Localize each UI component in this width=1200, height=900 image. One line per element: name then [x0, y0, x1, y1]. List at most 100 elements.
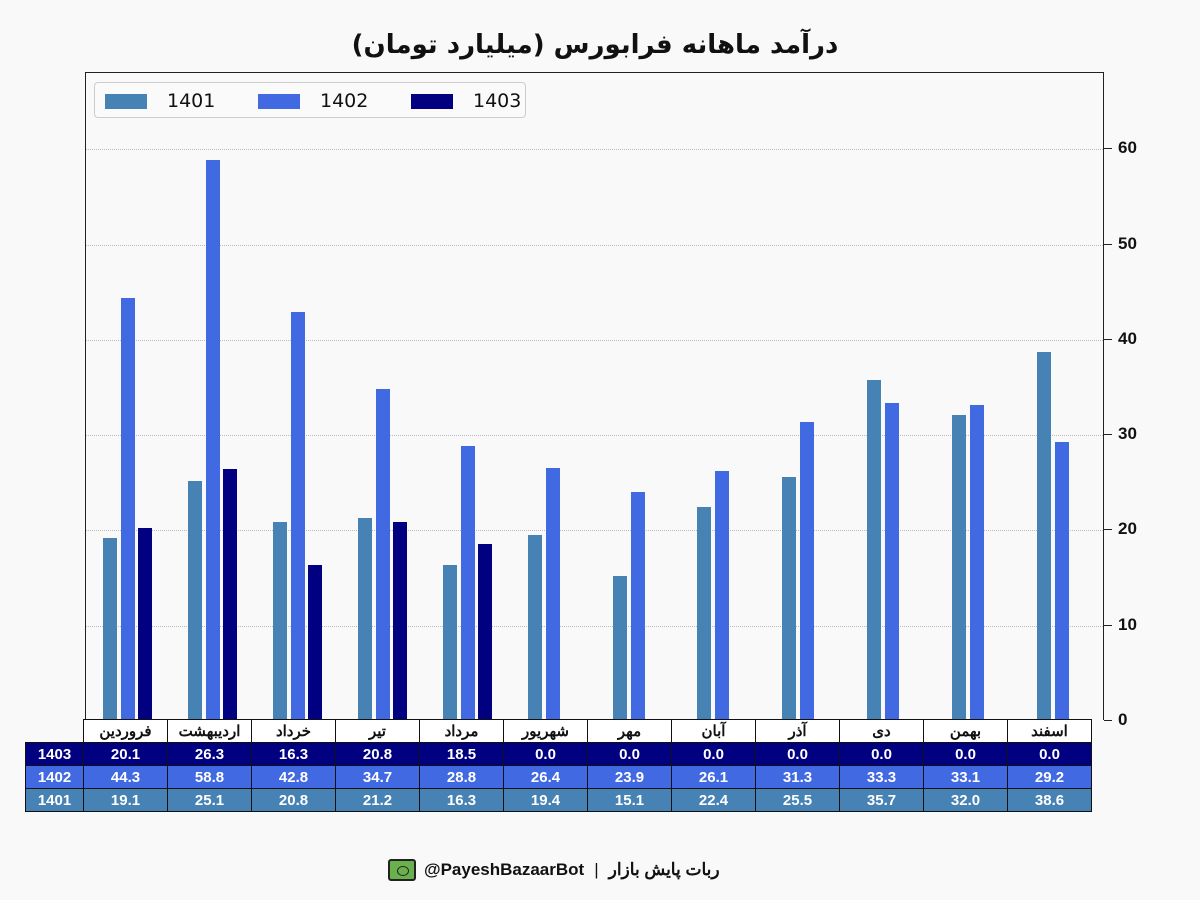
month-header: بهمن	[923, 719, 1008, 743]
legend: 1401 1402 1403	[94, 82, 526, 118]
gridline	[86, 149, 1103, 151]
y-tick	[1104, 434, 1112, 436]
legend-label: 1401	[167, 90, 216, 112]
table-cell: 18.5	[419, 742, 504, 766]
table-cell: 31.3	[755, 765, 840, 789]
table-cell: 0.0	[671, 742, 756, 766]
table-cell: 0.0	[839, 742, 924, 766]
table-cell: 22.4	[671, 788, 756, 812]
legend-item-1401: 1401	[105, 83, 215, 119]
table-cell: 29.2	[1007, 765, 1092, 789]
bar-1402	[545, 468, 560, 720]
bar-1402	[205, 159, 220, 720]
month-header: دی	[839, 719, 924, 743]
bar-1402	[460, 445, 475, 720]
month-header: اسفند	[1007, 719, 1092, 743]
table-row-1401: 1401 19.1 25.1 20.8 21.2 16.3 19.4 15.1 22.4 25.5…	[25, 788, 1092, 812]
bar-1403	[477, 543, 492, 720]
y-tick-label: 30	[1118, 424, 1137, 444]
table-cell: 32.0	[923, 788, 1008, 812]
bar-1402	[715, 471, 730, 720]
table-cell: 38.6	[1007, 788, 1092, 812]
table-cell: 42.8	[251, 765, 336, 789]
table-cell: 0.0	[923, 742, 1008, 766]
footer-watermark: @PayeshBazaarBot | ربات پایش بازار	[388, 856, 720, 884]
table-cell: 20.1	[83, 742, 168, 766]
month-header: آذر	[755, 719, 840, 743]
data-table: فروردین اردیبهشت خرداد تیر مرداد شهریور مهر آبا…	[25, 719, 1092, 812]
gridline	[86, 625, 1103, 627]
gridline	[86, 530, 1103, 532]
table-cell: 20.8	[251, 788, 336, 812]
footer-handle: @PayeshBazaarBot	[424, 860, 585, 879]
month-header: فروردین	[83, 719, 168, 743]
y-tick-label: 10	[1118, 614, 1137, 634]
row-header: 1403	[25, 742, 84, 766]
tv-bot-icon	[388, 859, 416, 881]
bar-1401	[187, 480, 202, 720]
table-cell: 23.9	[587, 765, 672, 789]
bar-1403	[307, 564, 322, 720]
month-header: تیر	[335, 719, 420, 743]
footer-separator: |	[594, 860, 599, 879]
y-tick	[1104, 624, 1112, 626]
table-cell: 25.1	[167, 788, 252, 812]
legend-item-1402: 1402	[258, 83, 368, 119]
month-header: مرداد	[419, 719, 504, 743]
table-cell: 19.1	[83, 788, 168, 812]
plot-area	[85, 72, 1104, 720]
bar-1403	[138, 528, 152, 720]
bar-1401	[272, 521, 287, 720]
bar-1402	[970, 404, 985, 720]
legend-label: 1403	[473, 90, 522, 112]
table-cell: 16.3	[419, 788, 504, 812]
bar-1402	[800, 421, 815, 720]
table-cell: 25.5	[755, 788, 840, 812]
month-header: مهر	[587, 719, 672, 743]
table-header-row: فروردین اردیبهشت خرداد تیر مرداد شهریور مهر آبا…	[25, 719, 1092, 743]
table-cell: 0.0	[755, 742, 840, 766]
bar-1402	[630, 492, 645, 720]
table-cell: 35.7	[839, 788, 924, 812]
table-cell: 0.0	[587, 742, 672, 766]
bar-1401	[1037, 352, 1052, 720]
table-corner	[25, 719, 84, 743]
table-cell: 20.8	[335, 742, 420, 766]
table-cell: 26.3	[167, 742, 252, 766]
y-tick-label: 60	[1118, 138, 1137, 158]
y-tick-label: 20	[1118, 519, 1137, 539]
bar-1401	[867, 379, 882, 720]
gridline	[86, 244, 1103, 246]
bar-1402	[885, 402, 900, 720]
table-cell: 16.3	[251, 742, 336, 766]
gridline	[86, 435, 1103, 437]
legend-swatch-1401	[105, 93, 147, 109]
table-cell: 21.2	[335, 788, 420, 812]
legend-swatch-1403	[411, 93, 453, 109]
table-cell: 28.8	[419, 765, 504, 789]
table-cell: 15.1	[587, 788, 672, 812]
month-header: شهریور	[503, 719, 588, 743]
month-header: خرداد	[251, 719, 336, 743]
bar-1401	[442, 564, 457, 720]
table-cell: 34.7	[335, 765, 420, 789]
bar-1401	[357, 517, 372, 720]
table-cell: 26.4	[503, 765, 588, 789]
chart-title: درآمد ماهانه فرابورس (میلیارد تومان)	[351, 30, 839, 60]
y-tick-label: 40	[1118, 328, 1137, 348]
table-cell: 44.3	[83, 765, 168, 789]
bar-1401	[782, 477, 797, 720]
bar-1402	[375, 389, 390, 720]
month-header: آبان	[671, 719, 756, 743]
legend-item-1403: 1403	[411, 83, 521, 119]
row-header: 1401	[25, 788, 84, 812]
y-tick	[1104, 148, 1112, 150]
y-tick-label: 0	[1118, 710, 1128, 729]
y-tick	[1104, 338, 1112, 340]
footer-name: ربات پایش بازار	[608, 860, 720, 879]
bar-1402	[121, 297, 135, 720]
row-header: 1402	[25, 765, 84, 789]
table-cell: 26.1	[671, 765, 756, 789]
bar-1401	[952, 415, 967, 720]
legend-swatch-1402	[258, 93, 300, 109]
